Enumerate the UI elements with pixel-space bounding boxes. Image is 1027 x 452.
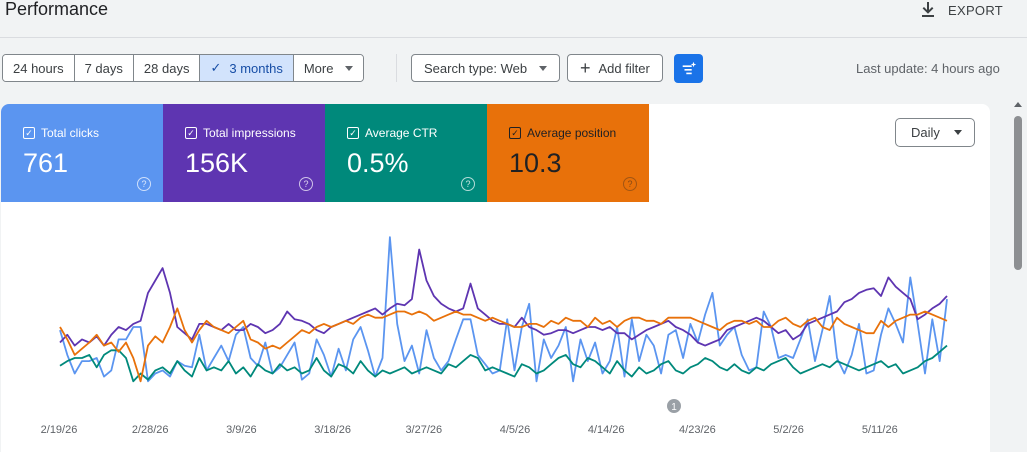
checkbox-checked-icon: ✓ bbox=[185, 127, 197, 139]
metric-tile-total-impressions[interactable]: ✓ Total impressions 156K ? bbox=[163, 104, 325, 202]
metric-label-text: Total impressions bbox=[203, 126, 296, 140]
series-line-average-position bbox=[59, 307, 948, 383]
add-filter-button[interactable]: + Add filter bbox=[567, 54, 663, 82]
metric-value: 156K bbox=[185, 148, 249, 178]
add-filter-label: Add filter bbox=[598, 60, 650, 76]
x-tick-label: 3/18/26 bbox=[314, 424, 351, 436]
range-label: 7 days bbox=[84, 60, 123, 76]
toolbar-divider bbox=[396, 54, 397, 82]
series-line-total-clicks bbox=[59, 236, 948, 383]
scrollbar-thumb[interactable] bbox=[1014, 116, 1022, 270]
checkbox-checked-icon: ✓ bbox=[509, 127, 521, 139]
caret-down-icon bbox=[539, 65, 548, 71]
range-label: More bbox=[303, 60, 334, 76]
help-icon[interactable]: ? bbox=[137, 177, 151, 191]
performance-line-chart: 2/19/26 2/28/26 3/9/26 3/18/26 3/27/26 4/5/26… bbox=[41, 236, 948, 436]
range-24-hours[interactable]: 24 hours bbox=[3, 55, 75, 81]
plus-icon: + bbox=[580, 58, 591, 78]
download-icon bbox=[922, 2, 934, 17]
metric-label: ✓ Total impressions bbox=[185, 126, 296, 140]
metric-label: ✓ Average CTR bbox=[347, 126, 437, 140]
search-type-dropdown[interactable]: Search type: Web bbox=[411, 54, 561, 82]
help-icon[interactable]: ? bbox=[461, 177, 475, 191]
performance-card: ✓ Total clicks 761 ? ✓ Total impressions… bbox=[1, 104, 990, 452]
range-label: 3 months bbox=[229, 60, 283, 76]
metric-value: 10.3 bbox=[509, 148, 562, 178]
scroll-up-arrow-icon[interactable] bbox=[1014, 102, 1022, 107]
annotation-circle[interactable] bbox=[667, 399, 681, 413]
annotation-marker[interactable]: 1 bbox=[667, 399, 681, 413]
x-tick-label: 5/2/26 bbox=[773, 424, 804, 436]
x-tick-label: 2/19/26 bbox=[41, 424, 78, 436]
metric-label: ✓ Average position bbox=[509, 126, 616, 140]
metric-label-text: Total clicks bbox=[41, 126, 100, 140]
metric-label: ✓ Total clicks bbox=[23, 126, 99, 140]
search-type-label: Search type: Web bbox=[424, 60, 528, 76]
check-icon: ✓ bbox=[210, 60, 222, 75]
x-tick-label: 4/23/26 bbox=[679, 424, 716, 436]
metric-tile-total-clicks[interactable]: ✓ Total clicks 761 ? bbox=[1, 104, 163, 202]
range-label: 28 days bbox=[143, 60, 190, 76]
x-tick-label: 4/5/26 bbox=[500, 424, 531, 436]
filter-sparkle-icon bbox=[682, 61, 696, 74]
range-28-days[interactable]: 28 days bbox=[133, 55, 201, 81]
export-label: EXPORT bbox=[948, 2, 1004, 18]
metric-value: 761 bbox=[23, 148, 69, 178]
x-tick-label: 3/9/26 bbox=[226, 424, 257, 436]
compare-filter-button[interactable] bbox=[674, 54, 703, 83]
x-tick-label: 5/11/26 bbox=[862, 424, 898, 436]
range-more-dropdown[interactable]: More bbox=[293, 55, 364, 81]
granularity-label: Daily bbox=[911, 125, 940, 140]
metric-tile-average-ctr[interactable]: ✓ Average CTR 0.5% ? bbox=[325, 104, 487, 202]
range-label: 24 hours bbox=[13, 60, 64, 76]
series-line-average-ctr bbox=[59, 344, 948, 383]
toolbar: 24 hours 7 days 28 days ✓ 3 months More … bbox=[0, 52, 1027, 86]
help-icon[interactable]: ? bbox=[299, 177, 313, 191]
annotation-label: 1 bbox=[671, 402, 677, 413]
metric-label-text: Average position bbox=[527, 126, 617, 140]
checkbox-checked-icon: ✓ bbox=[347, 127, 359, 139]
export-button[interactable]: EXPORT bbox=[918, 0, 1003, 20]
page-title: Performance bbox=[5, 0, 109, 19]
help-icon[interactable]: ? bbox=[623, 177, 637, 191]
last-update-text: Last update: 4 hours ago bbox=[856, 61, 1000, 76]
vertical-scrollbar[interactable] bbox=[1011, 100, 1025, 452]
x-tick-label: 4/14/26 bbox=[588, 424, 625, 436]
checkbox-checked-icon: ✓ bbox=[23, 127, 35, 139]
caret-down-icon bbox=[953, 130, 962, 135]
top-bar: Performance EXPORT bbox=[0, 0, 1027, 38]
series-line-total-impressions bbox=[59, 248, 948, 347]
date-range-group: 24 hours 7 days 28 days ✓ 3 months More bbox=[2, 54, 365, 82]
range-7-days[interactable]: 7 days bbox=[74, 55, 134, 81]
range-3-months[interactable]: ✓ 3 months bbox=[200, 55, 294, 81]
metric-value: 0.5% bbox=[347, 148, 409, 178]
metric-tile-average-position[interactable]: ✓ Average position 10.3 ? bbox=[487, 104, 649, 202]
granularity-dropdown[interactable]: Daily bbox=[895, 118, 975, 147]
metric-label-text: Average CTR bbox=[365, 126, 438, 140]
x-tick-label: 2/28/26 bbox=[132, 424, 169, 436]
x-tick-label: 3/27/26 bbox=[405, 424, 442, 436]
caret-down-icon bbox=[345, 65, 354, 71]
